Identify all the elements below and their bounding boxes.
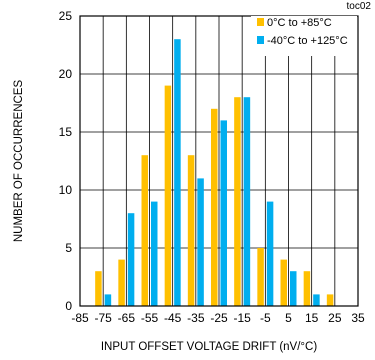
- y-tick-label-3: 15: [59, 125, 73, 139]
- x-tick-label-9: 5: [285, 311, 292, 325]
- x-tick-label-11: 25: [328, 311, 342, 325]
- x-tick-label-1: -75: [94, 311, 112, 325]
- bar-series1--35: [187, 155, 195, 306]
- x-tick-label-10: 15: [305, 311, 319, 325]
- y-axis-title: NUMBER OF OCCURRENCES: [13, 80, 25, 243]
- bar-series1--15: [234, 97, 241, 306]
- x-tick-label-8: -5: [260, 311, 271, 325]
- bar-series1-15: [303, 271, 311, 306]
- bar-series2--65: [127, 213, 135, 306]
- legend-background: [251, 16, 357, 56]
- y-tick-label-0: 0: [65, 299, 72, 313]
- bar-series2--25: [220, 120, 227, 307]
- bar-series2--35: [197, 178, 204, 306]
- legend-label-1: 0°C to +85°C: [267, 17, 332, 29]
- bar-series2--55: [151, 201, 158, 306]
- bar-series1-25: [326, 294, 334, 306]
- bar-series2--45: [174, 39, 181, 306]
- legend: 0°C to +85°C -40°C to +125°C: [251, 16, 357, 56]
- bar-series1--55: [141, 155, 148, 306]
- x-axis-title: INPUT OFFSET VOLTAGE DRIFT (nV/°C): [101, 341, 317, 353]
- bar-series2--15: [243, 97, 251, 306]
- x-tick-label-7: -15: [233, 311, 251, 325]
- bar-series1--45: [164, 85, 172, 306]
- y-tick-label-5: 25: [59, 9, 73, 23]
- x-tick-label-12: 35: [351, 311, 365, 325]
- legend-label-2: -40°C to +125°C: [267, 35, 348, 47]
- bar-series2-15: [313, 294, 320, 306]
- y-tick-label-4: 20: [59, 67, 73, 81]
- x-tick-label-6: -25: [210, 311, 228, 325]
- x-axis-ticks: -85 -75 -65 -55 -45 -35 -25 -15 -5 5 15 25 35: [71, 311, 365, 325]
- x-tick-label-5: -35: [187, 311, 205, 325]
- bar-series1-5: [280, 259, 287, 306]
- bar-series: [95, 39, 334, 307]
- x-tick-label-2: -65: [118, 311, 136, 325]
- bar-series2-5: [290, 271, 297, 306]
- y-tick-label-1: 5: [65, 241, 72, 255]
- bar-series1--65: [118, 259, 125, 306]
- chart-id-label: toc02: [347, 1, 372, 12]
- bar-series1--5: [257, 248, 264, 306]
- bar-series1--75: [95, 271, 102, 306]
- legend-swatch-2: [257, 36, 264, 44]
- y-tick-label-2: 10: [59, 183, 73, 197]
- plot-frame: [79, 15, 359, 307]
- x-tick-label-0: -85: [71, 311, 89, 325]
- legend-swatch-1: [257, 18, 264, 26]
- x-tick-label-3: -55: [141, 311, 159, 325]
- y-axis-ticks: 0 5 10 15 20 25: [59, 9, 73, 313]
- bar-series2--75: [104, 294, 112, 306]
- x-tick-label-4: -45: [164, 311, 182, 325]
- bar-series1--25: [211, 108, 218, 306]
- bar-series2--5: [266, 201, 274, 306]
